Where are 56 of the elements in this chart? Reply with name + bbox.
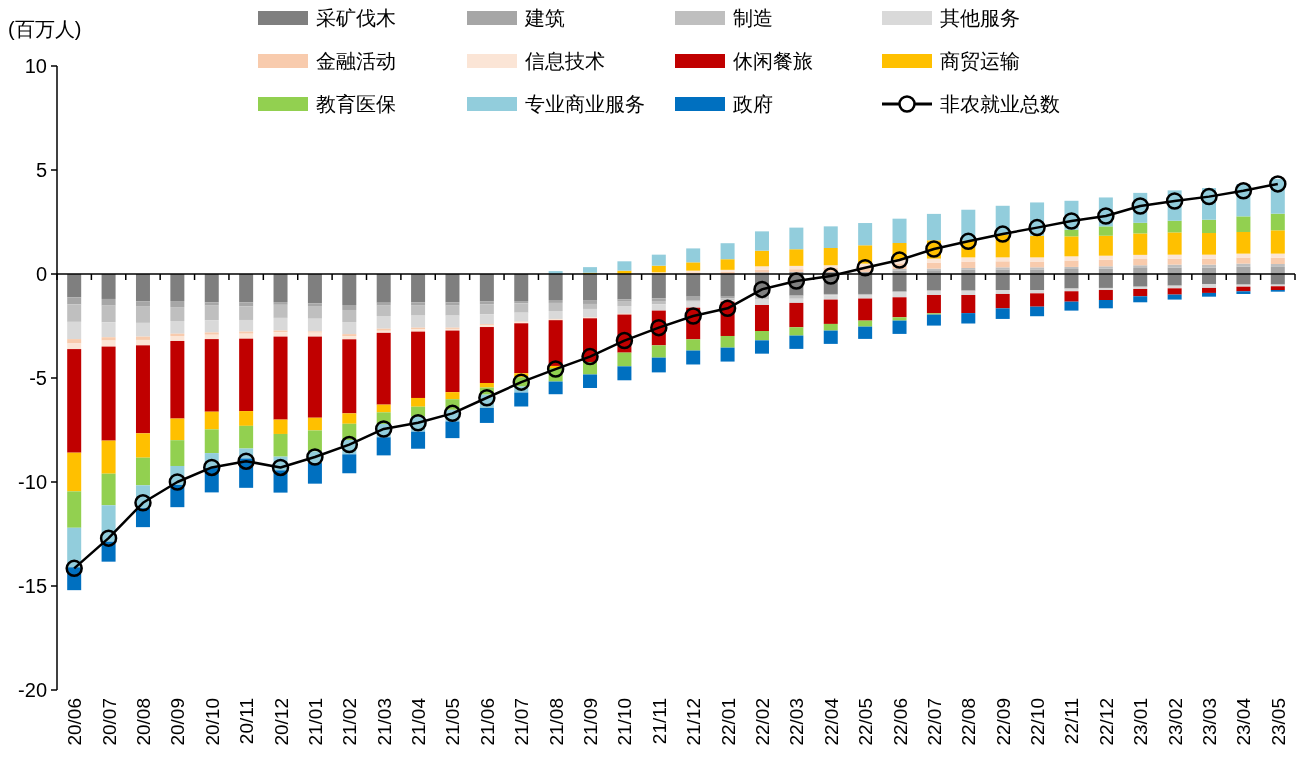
y-tick-label: -10 [18, 471, 47, 493]
x-tick-label: 22/01 [717, 698, 739, 746]
x-tick-label: 22/06 [889, 698, 911, 746]
y-tick-label: -20 [18, 679, 47, 701]
x-tick-label: 21/04 [408, 697, 430, 746]
legend-label: 专业商业服务 [525, 93, 645, 115]
x-tick-label: 20/12 [270, 698, 292, 746]
x-tick-label: 23/05 [1267, 698, 1289, 746]
legend-label: 商贸运输 [940, 50, 1020, 72]
x-tick-label: 22/03 [786, 698, 808, 746]
x-tick-label: 23/04 [1233, 697, 1255, 746]
legend-label: 教育医保 [316, 93, 396, 115]
x-tick-label: 21/06 [476, 698, 498, 746]
legend-label: 其他服务 [940, 7, 1020, 29]
legend-label: 金融活动 [316, 50, 396, 72]
y-tick-label: 10 [24, 55, 47, 77]
x-tick-label: 21/02 [339, 698, 361, 746]
x-tick-label: 20/06 [64, 698, 86, 746]
y-tick-label: 0 [35, 263, 47, 285]
x-tick-label: 22/11 [1061, 698, 1083, 745]
x-tick-label: 22/07 [923, 698, 945, 746]
x-tick-label: 22/10 [1027, 698, 1049, 746]
x-tick-label: 21/01 [304, 698, 326, 746]
x-tick-label: 22/09 [992, 698, 1014, 746]
x-tick-label: 21/09 [580, 698, 602, 746]
x-tick-label: 21/10 [614, 698, 636, 746]
x-tick-label: 20/08 [132, 698, 154, 746]
x-tick-label: 21/03 [373, 698, 395, 746]
y-tick-label: -5 [29, 367, 47, 389]
x-tick-label: 21/12 [683, 698, 705, 746]
legend-label: 信息技术 [525, 50, 605, 72]
x-tick-label: 23/03 [1199, 698, 1221, 746]
x-tick-label: 22/02 [751, 698, 773, 746]
x-tick-label: 22/12 [1095, 698, 1117, 746]
x-tick-label: 22/05 [855, 698, 877, 746]
x-tick-label: 20/09 [167, 698, 189, 746]
x-tick-label: 20/11 [236, 698, 258, 745]
x-tick-label: 21/08 [545, 698, 567, 746]
x-tick-label: 23/02 [1164, 698, 1186, 746]
legend-label: 政府 [733, 93, 773, 115]
x-tick-label: 23/01 [1130, 698, 1152, 746]
y-axis-title: (百万人) [8, 18, 82, 40]
legend-label: 非农就业总数 [940, 93, 1060, 115]
x-tick-label: 20/07 [98, 698, 120, 746]
x-tick-label: 21/05 [442, 698, 464, 746]
y-tick-label: -15 [18, 575, 47, 597]
y-tick-label: 5 [35, 159, 47, 181]
x-tick-label: 22/08 [958, 698, 980, 746]
x-tick-label: 22/04 [820, 697, 842, 746]
legend-label: 制造 [733, 7, 773, 29]
x-tick-label: 21/11 [648, 698, 670, 745]
legend-label: 采矿伐木 [316, 7, 396, 29]
x-tick-label: 20/10 [201, 698, 223, 746]
x-tick-label: 21/07 [511, 698, 533, 746]
legend-label: 休闲餐旅 [733, 50, 813, 72]
legend-label: 建筑 [524, 7, 565, 29]
